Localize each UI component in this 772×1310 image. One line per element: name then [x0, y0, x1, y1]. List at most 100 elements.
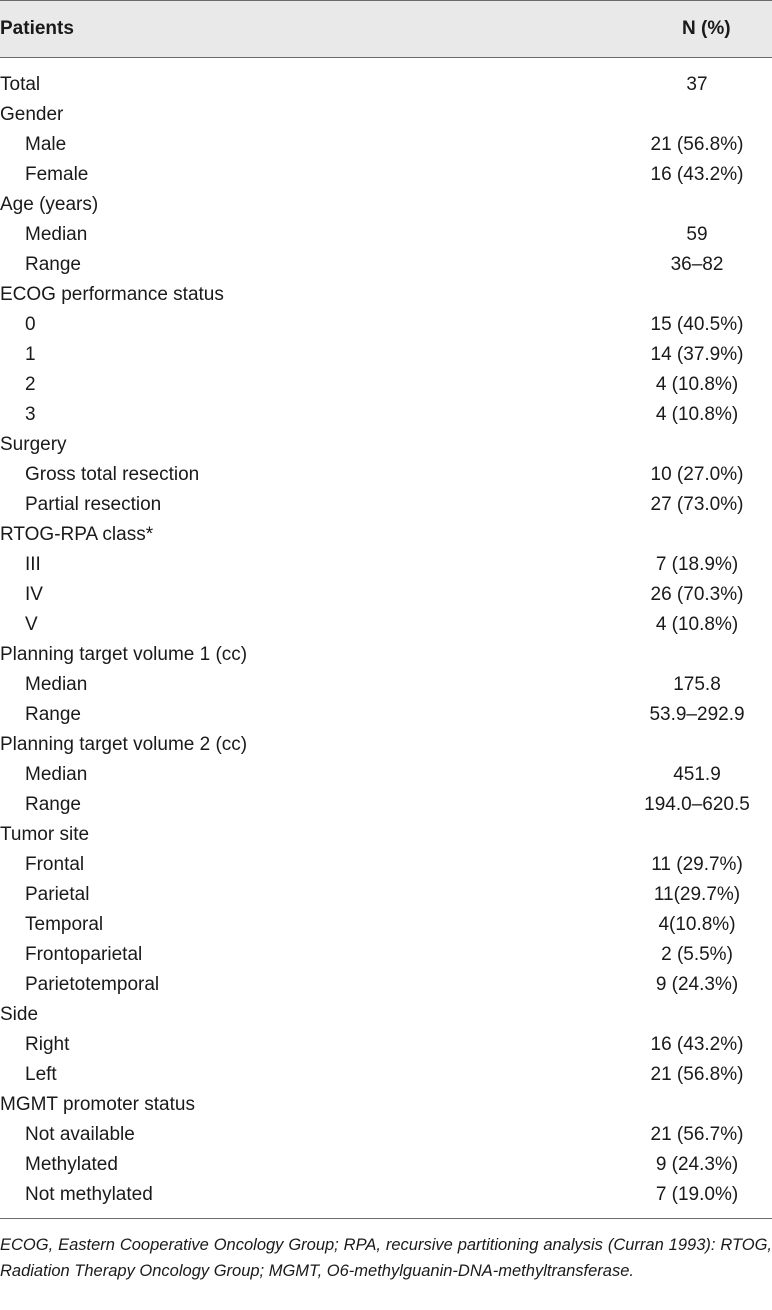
table-group-row: Gender	[0, 100, 772, 130]
row-value: 4 (10.8%)	[655, 374, 739, 395]
top-rule	[0, 0, 772, 1]
row-value: 36–82	[670, 254, 724, 275]
table-row: 2 4 (10.8%)	[0, 370, 772, 400]
table-row: Range 36–82	[0, 250, 772, 280]
row-value: 11(29.7%)	[653, 884, 741, 905]
header-n-percent: N (%)	[682, 18, 731, 39]
row-label: III	[25, 554, 41, 575]
row-value: 4 (10.8%)	[655, 404, 739, 425]
table-group-row: Side	[0, 1000, 772, 1030]
table-row: Median 175.8	[0, 670, 772, 700]
table-footnote: ECOG, Eastern Cooperative Oncology Group…	[0, 1236, 772, 1280]
row-label: Gender	[0, 104, 64, 125]
row-label: Range	[25, 254, 81, 275]
row-label: Parietal	[25, 884, 90, 905]
row-label: Median	[25, 674, 88, 695]
table-group-row: Total 37	[0, 70, 772, 100]
row-label: Range	[25, 794, 81, 815]
row-label: Partial resection	[25, 494, 162, 515]
row-value: 11 (29.7%)	[651, 854, 743, 875]
row-value: 14 (37.9%)	[650, 344, 744, 365]
row-label: Parietotemporal	[25, 974, 160, 995]
row-value: 15 (40.5%)	[650, 314, 744, 335]
row-label: Female	[25, 164, 89, 185]
table-row: 3 4 (10.8%)	[0, 400, 772, 430]
table-row: Range 194.0–620.5	[0, 790, 772, 820]
row-value: 9 (24.3%)	[655, 974, 739, 995]
row-label: Gross total resection	[25, 464, 200, 485]
header-rule	[0, 57, 772, 58]
table-row: V 4 (10.8%)	[0, 610, 772, 640]
row-value: 59	[686, 224, 708, 245]
row-label: Left	[25, 1064, 57, 1085]
row-value: 7 (19.0%)	[655, 1184, 739, 1205]
row-label: 0	[25, 314, 36, 335]
row-value: 7 (18.9%)	[655, 554, 739, 575]
row-value: 21 (56.7%)	[650, 1124, 744, 1145]
header-patients: Patients	[0, 18, 74, 39]
row-value: 9 (24.3%)	[655, 1154, 739, 1175]
row-value: 4 (10.8%)	[655, 614, 739, 635]
row-label: Methylated	[25, 1154, 118, 1175]
row-label: Not methylated	[25, 1184, 153, 1205]
row-value: 21 (56.8%)	[650, 1064, 744, 1085]
table-row: Not methylated 7 (19.0%)	[0, 1180, 772, 1210]
row-label: Temporal	[25, 914, 104, 935]
row-label: 1	[25, 344, 36, 365]
table-row: Median 451.9	[0, 760, 772, 790]
table-group-row: ECOG performance status	[0, 280, 772, 310]
row-value: 4(10.8%)	[658, 914, 736, 935]
table-row: III 7 (18.9%)	[0, 550, 772, 580]
row-value: 175.8	[673, 674, 721, 695]
row-label: V	[25, 614, 38, 635]
table-row: Right 16 (43.2%)	[0, 1030, 772, 1060]
table-row: Not available 21 (56.7%)	[0, 1120, 772, 1150]
row-value: 10 (27.0%)	[650, 464, 744, 485]
table-group-row: Planning target volume 2 (cc)	[0, 730, 772, 760]
row-value: 37	[686, 74, 708, 95]
table-row: 0 15 (40.5%)	[0, 310, 772, 340]
row-label: Total	[0, 74, 41, 95]
row-value: 16 (43.2%)	[650, 1034, 744, 1055]
row-label: Male	[25, 134, 67, 155]
table-group-row: RTOG-RPA class*	[0, 520, 772, 550]
row-label: Planning target volume 1 (cc)	[0, 644, 248, 665]
row-label: Median	[25, 764, 88, 785]
row-label: Planning target volume 2 (cc)	[0, 734, 248, 755]
row-label: Frontoparietal	[25, 944, 143, 965]
table-row: 1 14 (37.9%)	[0, 340, 772, 370]
table-row: Parietotemporal 9 (24.3%)	[0, 970, 772, 1000]
table-row: Parietal 11(29.7%)	[0, 880, 772, 910]
table-row: Partial resection 27 (73.0%)	[0, 490, 772, 520]
row-label: Tumor site	[0, 824, 90, 845]
row-value: 21 (56.8%)	[650, 134, 744, 155]
row-label: MGMT promoter status	[0, 1094, 195, 1115]
table-group-row: Planning target volume 1 (cc)	[0, 640, 772, 670]
table-row: Median 59	[0, 220, 772, 250]
table-row: Temporal 4(10.8%)	[0, 910, 772, 940]
table-row: Range 53.9–292.9	[0, 700, 772, 730]
row-label: 2	[25, 374, 36, 395]
table-row: Male 21 (56.8%)	[0, 130, 772, 160]
row-label: Range	[25, 704, 81, 725]
table-group-row: Tumor site	[0, 820, 772, 850]
row-label: Side	[0, 1004, 39, 1025]
table-group-row: Surgery	[0, 430, 772, 460]
row-value: 451.9	[673, 764, 721, 785]
row-value: 194.0–620.5	[644, 794, 750, 815]
row-value: 53.9–292.9	[649, 704, 745, 725]
row-value: 16 (43.2%)	[650, 164, 744, 185]
table-row: Frontal 11 (29.7%)	[0, 850, 772, 880]
row-value: 26 (70.3%)	[650, 584, 744, 605]
row-label: Frontal	[25, 854, 85, 875]
row-label: ECOG performance status	[0, 284, 224, 305]
table-row: Left 21 (56.8%)	[0, 1060, 772, 1090]
row-label: Not available	[25, 1124, 135, 1145]
table-row: Frontoparietal 2 (5.5%)	[0, 940, 772, 970]
row-value: 27 (73.0%)	[650, 494, 744, 515]
table-row: Female 16 (43.2%)	[0, 160, 772, 190]
row-label: IV	[25, 584, 43, 605]
row-label: RTOG-RPA class*	[0, 524, 154, 545]
row-label: 3	[25, 404, 36, 425]
row-label: Right	[25, 1034, 70, 1055]
